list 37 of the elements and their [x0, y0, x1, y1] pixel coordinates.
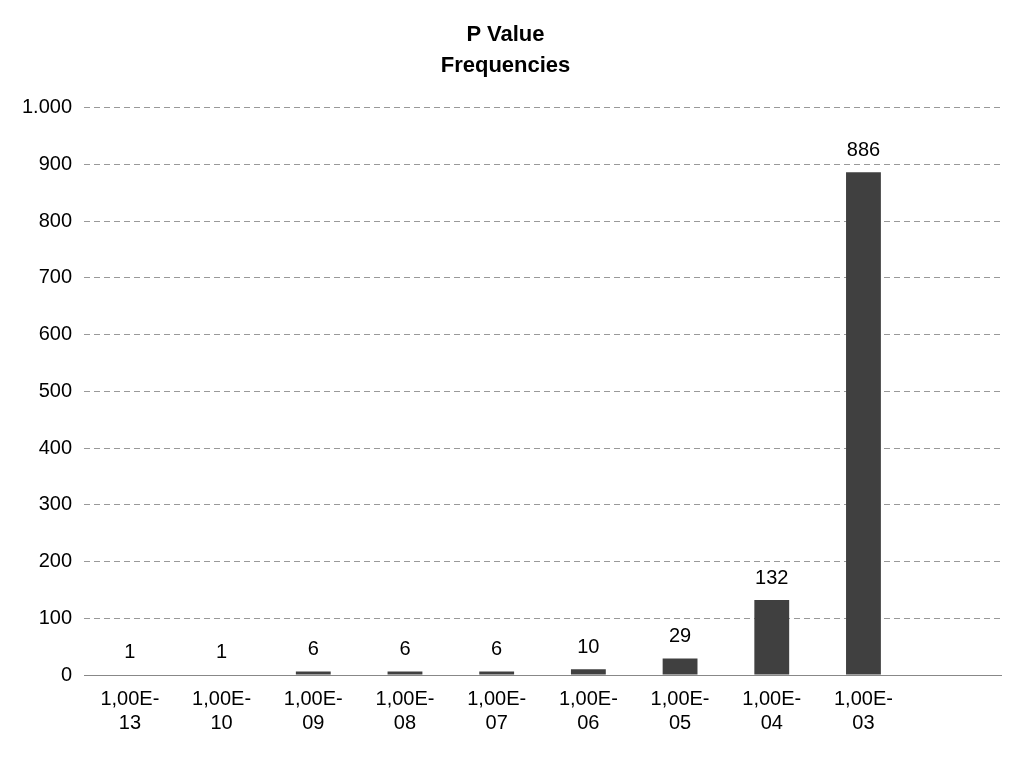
y-tick-label: 700 [38, 265, 73, 288]
x-tick-label: 1,00E-08 [375, 686, 435, 733]
bar [570, 669, 606, 675]
x-tick-label: 1,00E-06 [558, 686, 618, 733]
y-tick-label: 1.000 [21, 95, 73, 118]
data-label: 886 [846, 137, 881, 160]
x-tick-label: 1,00E-05 [650, 686, 710, 733]
y-tick-label: 400 [38, 435, 73, 458]
y-tick-label: 200 [38, 549, 73, 572]
data-label: 132 [755, 565, 789, 588]
bar [479, 671, 515, 675]
x-tick-label: 1,00E-04 [742, 686, 802, 733]
x-tick-label: 1,00E-09 [283, 686, 343, 733]
data-label: 6 [399, 637, 411, 660]
bar [295, 671, 331, 675]
data-label: 6 [307, 637, 319, 660]
chart-title: P Value Frequencies [440, 21, 571, 78]
data-label: 6 [491, 637, 503, 660]
y-tick-label: 300 [38, 492, 73, 515]
bar [662, 658, 698, 675]
bar [754, 600, 790, 675]
y-tick-label: 600 [38, 322, 73, 345]
bar [387, 671, 423, 675]
x-tick-label: 1,00E-13 [100, 686, 160, 733]
x-tick-label: 1,00E-03 [833, 686, 893, 733]
x-tick-label: 1,00E-07 [467, 686, 527, 733]
data-label: 29 [668, 624, 692, 647]
bar [846, 172, 881, 675]
data-label: 10 [577, 634, 600, 657]
data-label: 1 [124, 639, 136, 662]
y-tick-label: 0 [60, 662, 73, 685]
y-tick-label: 100 [38, 605, 73, 628]
y-tick-label: 800 [38, 208, 73, 231]
x-tick-label: 1,00E-10 [192, 686, 252, 733]
y-tick-label: 900 [38, 151, 73, 174]
data-label: 1 [216, 639, 228, 662]
y-tick-label: 500 [38, 378, 73, 401]
